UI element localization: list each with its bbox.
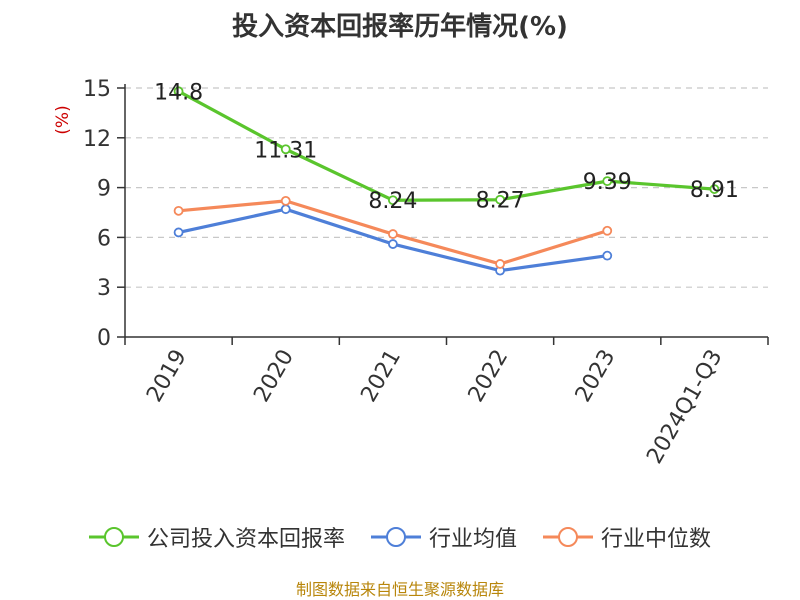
legend-label: 公司投入资本回报率 <box>146 527 345 552</box>
data-point <box>173 227 184 238</box>
label-layer: 14.8 11.31 8.24 8.27 9.39 8.91 <box>154 80 739 214</box>
data-point <box>388 229 398 239</box>
grid-layer <box>125 87 768 288</box>
data-point <box>602 225 613 236</box>
data-point <box>280 144 291 155</box>
x-tick-label: 2021 <box>356 346 406 407</box>
y-tick-label: 0 <box>97 326 111 351</box>
legend-item[interactable]: 公司投入资本回报率 <box>88 521 345 553</box>
data-point <box>173 86 184 97</box>
data-point <box>173 205 184 216</box>
data-point <box>602 250 613 261</box>
x-tick-label: 2023 <box>571 346 621 407</box>
data-point <box>280 204 291 215</box>
data-label: 8.27 <box>476 189 525 214</box>
legend-swatch <box>88 527 139 547</box>
legend-swatch <box>370 527 421 547</box>
y-tick-label: 6 <box>97 226 111 251</box>
axis-layer: 0 3 6 9 12 15 (%) 2019 2020 2021 2022 2023 2024Q1-Q3 <box>53 77 769 469</box>
x-tick-label: 2022 <box>464 346 514 407</box>
data-point <box>388 195 398 206</box>
data-label: 14.8 <box>154 80 203 105</box>
y-tick-label: 3 <box>97 276 111 301</box>
data-point <box>280 195 291 206</box>
data-label: 9.39 <box>583 170 632 195</box>
series-line <box>177 89 715 202</box>
data-label: 8.24 <box>368 189 417 214</box>
legend: 公司投入资本回报率 行业均值 行业中位数 <box>0 520 800 554</box>
legend-swatch <box>543 527 593 547</box>
legend-swatch-marker <box>385 527 406 547</box>
legend-item[interactable]: 行业均值 <box>370 521 517 553</box>
legend-swatch-marker <box>558 527 578 547</box>
legend-item[interactable]: 行业中位数 <box>543 521 711 553</box>
y-axis-label: (%) <box>53 105 73 134</box>
data-point <box>388 239 398 249</box>
series-layer <box>173 86 720 276</box>
x-tick-label: 2024Q1-Q3 <box>642 346 727 469</box>
legend-swatch-marker <box>103 527 124 547</box>
y-tick-label: 15 <box>83 77 111 102</box>
data-label: 8.91 <box>690 178 739 203</box>
legend-label: 行业中位数 <box>601 527 712 552</box>
x-tick-label: 2020 <box>249 346 299 407</box>
data-label: 11.31 <box>254 138 317 163</box>
data-point <box>709 184 720 194</box>
x-tick-label: 2019 <box>142 346 192 407</box>
y-tick-label: 12 <box>83 127 111 152</box>
data-point <box>495 259 505 269</box>
legend-label: 行业均值 <box>428 527 517 552</box>
source-note: 制图数据来自恒生聚源数据库 <box>295 580 504 599</box>
chart-title: 投入资本回报率历年情况(%) <box>232 12 568 42</box>
data-point <box>495 194 505 205</box>
y-tick-label: 9 <box>97 177 111 202</box>
data-point <box>602 176 613 187</box>
